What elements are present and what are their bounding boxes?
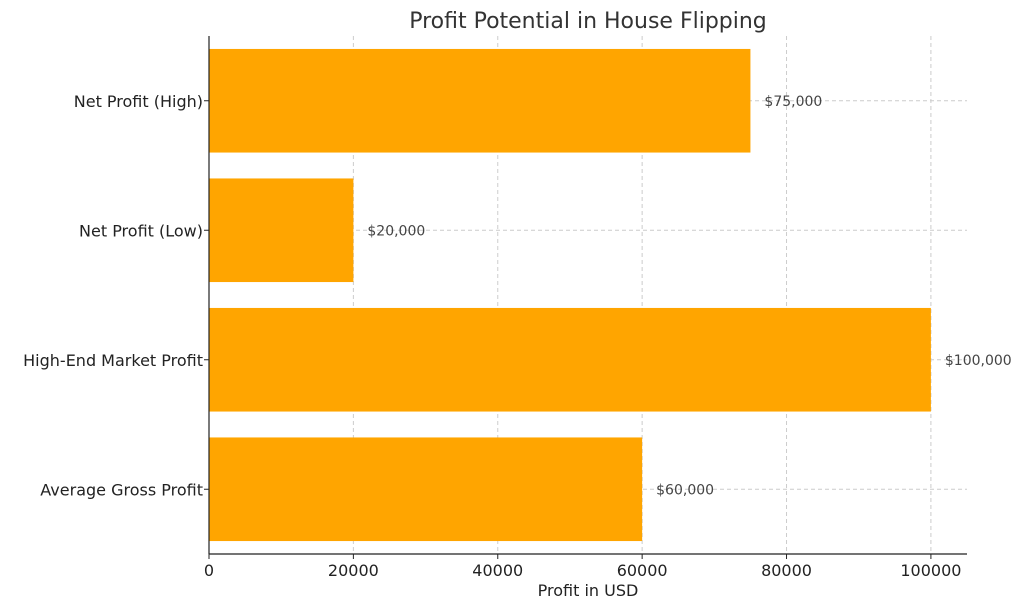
data-labels: $60,000 $100,000 $20,000 $75,000 (367, 94, 1011, 499)
x-tick-label: 100000 (900, 561, 961, 580)
bar (209, 48, 751, 153)
category-label: Average Gross Profit (40, 480, 203, 499)
data-label: $60,000 (656, 482, 714, 498)
category-label: Net Profit (Low) (79, 221, 203, 240)
data-label: $100,000 (945, 353, 1012, 369)
x-tick-label: 40000 (472, 561, 523, 580)
x-ticks: 0 20000 40000 60000 80000 100000 (204, 100, 961, 580)
data-label: $75,000 (764, 94, 822, 110)
x-tick-label: 20000 (328, 561, 379, 580)
bar (209, 307, 931, 412)
x-tick-label: 60000 (617, 561, 668, 580)
category-labels: Average Gross Profit High-End Market Prof… (23, 92, 203, 500)
x-tick-label: 0 (204, 561, 214, 580)
bars (209, 48, 931, 542)
category-label: Net Profit (High) (74, 92, 203, 111)
x-tick-label: 80000 (761, 561, 812, 580)
bar (209, 437, 643, 542)
chart-title: Profit Potential in House Flipping (409, 9, 767, 34)
bar (209, 178, 354, 283)
category-label: High-End Market Profit (23, 351, 203, 370)
data-label: $20,000 (367, 223, 425, 239)
x-axis-title: Profit in USD (538, 581, 639, 600)
